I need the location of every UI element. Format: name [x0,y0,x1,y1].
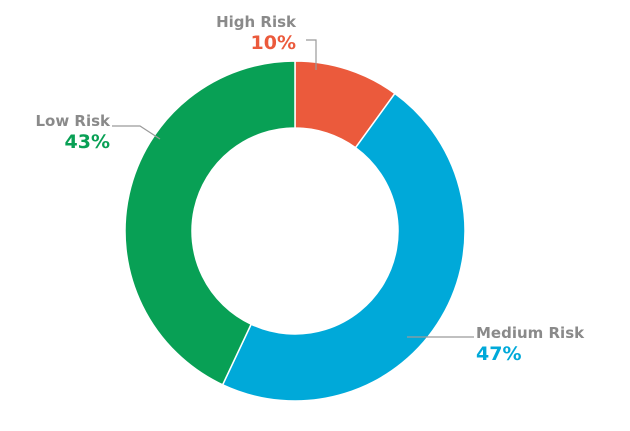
value-label-low-risk: 43% [65,131,110,153]
slice-medium-risk [221,92,466,402]
leader-line-high-risk [306,39,317,70]
category-label-low-risk: Low Risk [35,112,111,130]
category-label-medium-risk: Medium Risk [476,324,585,342]
value-label-medium-risk: 47% [476,343,521,365]
slice-low-risk [124,60,296,386]
category-label-high-risk: High Risk [216,13,297,31]
value-label-high-risk: 10% [251,32,296,54]
leaders-group [112,39,474,338]
slices-group [124,60,466,402]
leader-line-low-risk [112,125,161,140]
